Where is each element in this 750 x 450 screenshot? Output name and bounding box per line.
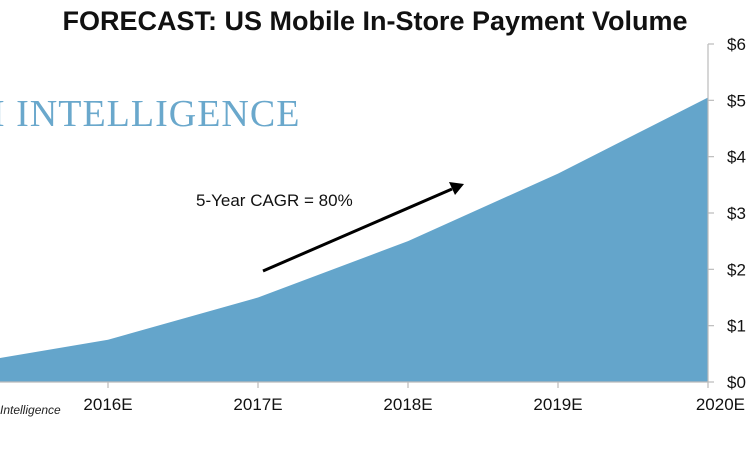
x-tick-label: 2016E: [83, 395, 132, 414]
y-tick-label: $2: [727, 260, 746, 279]
y-tick-label: $0: [727, 373, 746, 392]
y-tick-label: $3: [727, 204, 746, 223]
y-axis: $0 $1 $2 $3 $4 $5 $6: [707, 35, 746, 392]
y-tick-label: $4: [727, 148, 746, 167]
x-tick-label: 2020E: [696, 395, 745, 414]
y-tick-label: $1: [727, 317, 746, 336]
area-series: [0, 97, 708, 382]
x-tick-label: 2018E: [383, 395, 432, 414]
y-tick-label: $5: [727, 91, 746, 110]
cagr-annotation: 5-Year CAGR = 80%: [196, 191, 353, 210]
plot-area: [0, 97, 708, 382]
trend-arrow-head: [449, 182, 464, 195]
x-tick-label: 2019E: [533, 395, 582, 414]
annotation-group: 5-Year CAGR = 80%: [196, 182, 464, 273]
watermark-text: I INTELLIGENCE: [0, 93, 300, 135]
trend-arrow-shaft: [262, 187, 453, 273]
x-axis: 2016E 2017E 2018E 2019E 2020E: [0, 381, 745, 414]
chart-title: FORECAST: US Mobile In-Store Payment Vol…: [62, 6, 688, 36]
y-tick-label: $6: [727, 35, 746, 54]
x-tick-label: 2017E: [233, 395, 282, 414]
source-note: Intelligence: [0, 403, 61, 417]
